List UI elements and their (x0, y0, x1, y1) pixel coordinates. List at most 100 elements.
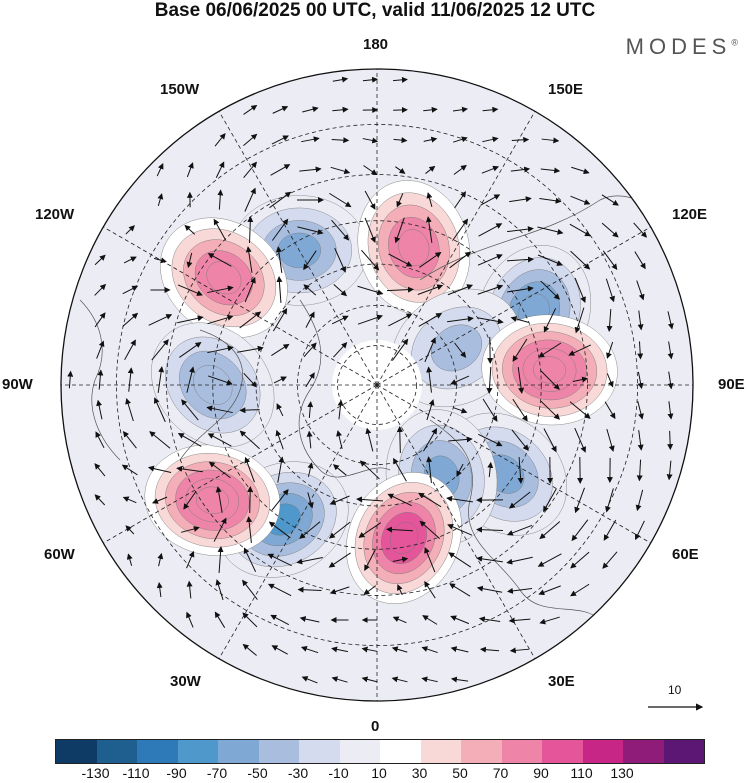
wind-arrow (454, 342, 467, 358)
wind-arrow (637, 430, 644, 451)
wind-arrow (570, 195, 591, 205)
wind-arrow (362, 76, 379, 83)
wind-arrow (215, 161, 225, 178)
wind-arrow (97, 369, 104, 390)
wind-arrow (603, 519, 617, 541)
wind-arrow (329, 586, 350, 595)
wind-arrow (418, 313, 443, 327)
wind-arrow (276, 403, 284, 417)
wind-arrow (426, 192, 433, 208)
wind-arrow (96, 340, 105, 359)
wind-arrow (125, 525, 135, 535)
wind-arrow (478, 223, 503, 237)
wind-arrow (606, 341, 614, 359)
wind-arrow (271, 645, 288, 655)
wind-arrow (336, 430, 343, 449)
wind-arrow (602, 250, 618, 270)
brand-text: MODES (625, 34, 732, 59)
wind-arrow (538, 342, 562, 358)
wind-arrow (242, 579, 258, 600)
colorbar-swatch (461, 740, 502, 763)
wind-vectors (67, 76, 674, 684)
colorbar-swatch (218, 740, 259, 763)
wind-arrow (453, 136, 468, 143)
colorbar-swatch (542, 740, 583, 763)
lon-label-120e: 120E (672, 206, 708, 223)
wind-arrow (543, 308, 557, 333)
wind-arrow (393, 457, 407, 482)
wind-arrow (301, 676, 318, 684)
wind-arrow (297, 226, 324, 235)
wind-arrow (207, 314, 234, 325)
wind-arrow (506, 256, 534, 263)
wind-arrow (447, 284, 474, 296)
wind-arrow (543, 428, 557, 453)
wind-arrow (506, 524, 533, 536)
wind-arrow (450, 615, 470, 625)
wind-arrow (419, 251, 442, 268)
wind-arrow (331, 219, 350, 241)
wind-arrow (361, 646, 378, 653)
modes-logo: MODES® (626, 34, 738, 60)
wind-arrow (636, 280, 645, 301)
wind-arrow (392, 616, 407, 624)
wind-arrow (124, 339, 136, 361)
wind-arrow (574, 487, 585, 514)
wind-arrow (511, 429, 529, 451)
wind-arrow (541, 137, 560, 144)
wind-arrow (94, 463, 106, 477)
wind-arrow (667, 430, 674, 451)
wind-arrow (268, 521, 291, 539)
wind-arrow (94, 283, 107, 296)
wind-arrow (476, 555, 503, 563)
lon-label-150w: 150W (160, 81, 200, 98)
wind-arrow (152, 496, 168, 504)
wind-arrow (358, 522, 382, 538)
wind-arrow (277, 456, 285, 483)
wind-arrow (273, 376, 287, 384)
wind-arrow (449, 251, 472, 269)
wind-arrow (396, 426, 403, 454)
wind-arrow (510, 166, 531, 173)
wind-arrow (508, 491, 531, 509)
wind-arrow (508, 617, 531, 624)
wind-arrow (207, 253, 232, 267)
wind-arrow (244, 276, 256, 303)
wind-arrow (332, 76, 349, 83)
wind-arrow (425, 165, 436, 174)
wind-arrow (453, 164, 467, 175)
wind-arrow (186, 162, 194, 178)
wind-arrow (123, 256, 137, 264)
wind-arrow (157, 366, 165, 393)
reference-arrow (648, 703, 704, 711)
lon-label-30e: 30E (548, 673, 575, 690)
wind-arrow (217, 189, 224, 210)
meridian-line (218, 111, 378, 386)
wind-arrow (122, 285, 139, 295)
wind-arrow (570, 250, 591, 270)
wind-arrow (606, 428, 615, 452)
wind-arrow (181, 399, 199, 421)
wind-arrow (506, 556, 533, 565)
wind-arrow (448, 436, 473, 443)
lon-label-150e: 150E (548, 81, 584, 98)
wind-arrow (394, 217, 405, 244)
wind-arrow (449, 583, 471, 597)
wind-arrow (667, 401, 674, 420)
wind-arrow (574, 277, 586, 303)
wind-arrow (337, 399, 344, 420)
wind-arrow (453, 407, 468, 414)
wind-arrow (359, 460, 380, 480)
wind-arrow (215, 579, 224, 601)
wind-arrow (388, 313, 413, 327)
wind-arrow (245, 246, 253, 273)
wind-arrow (570, 551, 590, 569)
colorbar-tick-label: -30 (287, 765, 309, 781)
colorbar-swatch (501, 740, 542, 763)
wind-arrow (330, 166, 351, 175)
wind-arrow (157, 193, 164, 207)
wind-arrow (176, 465, 203, 473)
wind-arrow (481, 165, 500, 174)
wind-arrow (247, 486, 254, 514)
map-title: Base 06/06/2025 00 UTC, valid 11/06/2025… (154, 0, 596, 21)
